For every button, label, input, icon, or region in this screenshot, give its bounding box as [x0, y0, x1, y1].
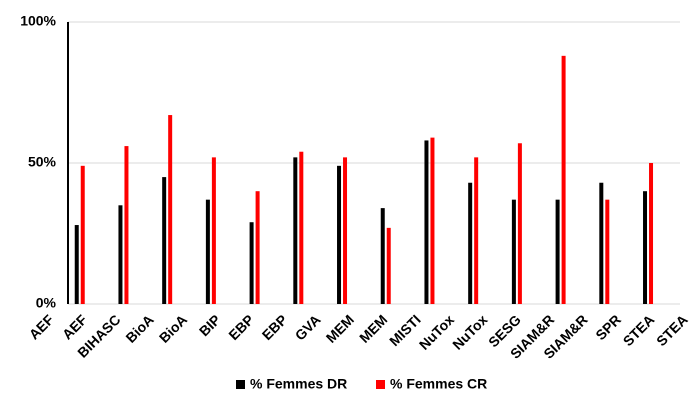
y-tick-label: 50% — [28, 154, 57, 170]
bar — [293, 157, 298, 304]
x-tick-label: BIP — [196, 311, 224, 339]
x-tick-label: AEF — [26, 311, 57, 342]
legend-label: % Femmes DR — [250, 376, 347, 392]
x-tick-label: EBP — [225, 311, 257, 343]
bar — [561, 55, 566, 305]
x-tick-label: MEM — [323, 311, 357, 345]
bar — [211, 157, 216, 304]
bar — [605, 199, 610, 304]
x-tick-label: BioA — [122, 311, 156, 345]
bar — [599, 182, 604, 304]
bar — [124, 146, 129, 304]
x-tick-label: STEA — [620, 311, 658, 349]
legend-swatch — [236, 380, 245, 389]
legend-label: % Femmes CR — [390, 376, 487, 392]
x-tick-label: BioA — [156, 311, 190, 345]
x-tick-label: NuTox — [416, 311, 458, 353]
bar — [299, 151, 304, 304]
bar — [205, 199, 210, 304]
bar — [517, 143, 522, 304]
bar — [249, 222, 254, 304]
bar — [474, 157, 479, 304]
bar — [555, 199, 560, 304]
x-tick-label: GVA — [292, 311, 324, 343]
bar — [386, 227, 391, 304]
bar — [168, 115, 173, 304]
x-tick-label: STEA — [653, 311, 691, 349]
bar — [118, 205, 123, 304]
x-tick-label: NuTox — [449, 311, 491, 353]
bar — [424, 140, 429, 304]
bar — [343, 157, 348, 304]
legend-swatch — [376, 380, 385, 389]
bar — [649, 163, 654, 304]
bar — [74, 225, 79, 304]
bar — [643, 191, 648, 304]
x-tick-label: EBP — [259, 311, 291, 343]
bar — [380, 208, 385, 304]
bar — [255, 191, 260, 304]
bar — [337, 165, 342, 304]
bar — [468, 182, 473, 304]
bar — [511, 199, 516, 304]
y-tick-label: 0% — [36, 295, 57, 311]
bar — [430, 137, 435, 304]
y-tick-label: 100% — [20, 13, 56, 29]
bar — [162, 177, 167, 304]
bar — [80, 165, 85, 304]
x-tick-label: MEM — [356, 311, 390, 345]
